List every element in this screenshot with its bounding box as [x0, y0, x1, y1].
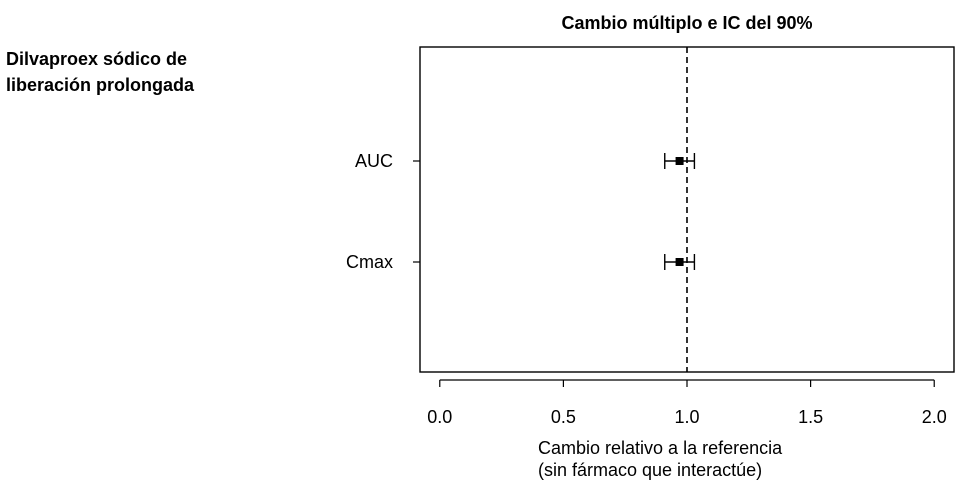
point-estimate	[675, 157, 684, 165]
group-title-line1: Dilvaproex sódico de	[6, 49, 188, 69]
group-title-line2: liberación prolongada	[6, 75, 195, 95]
x-tick-label: 0.0	[427, 407, 452, 427]
x-axis-label: Cambio relativo a la referencia (sin fár…	[538, 437, 782, 481]
x-tick-label: 1.5	[798, 407, 823, 427]
x-tick-label: 2.0	[922, 407, 947, 427]
row-label: Cmax	[346, 252, 393, 272]
x-axis-label-line2: (sin fármaco que interactúe)	[538, 460, 763, 480]
x-tick-label: 0.5	[551, 407, 576, 427]
row-label: AUC	[355, 151, 393, 171]
x-tick-label: 1.0	[674, 407, 699, 427]
group-title: Dilvaproex sódico de liberación prolonga…	[6, 46, 194, 98]
point-estimate	[675, 258, 684, 266]
chart-title: Cambio múltiplo e IC del 90%	[561, 13, 813, 33]
x-axis-label-line1: Cambio relativo a la referencia	[538, 438, 783, 458]
